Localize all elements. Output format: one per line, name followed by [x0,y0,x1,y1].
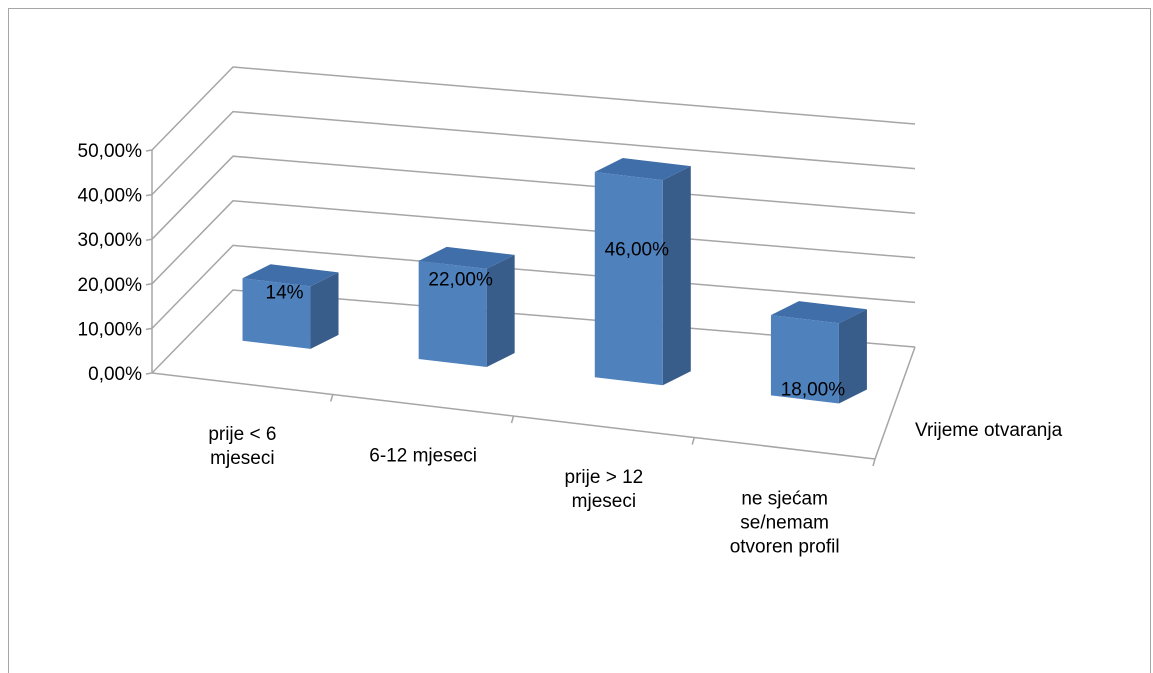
category-label-line: mjeseci [572,491,636,512]
bar [770,301,867,404]
y-tick-label: 10,00% [78,319,143,340]
category-label-line: otvoren profil [730,536,840,557]
bar-top-face [418,246,515,269]
y-tick-mark [145,327,153,331]
category-label-line: prije > 12 [565,467,644,488]
data-labels: 14% 22,00% 46,00% 18,00% [266,239,846,400]
bar-front-face [418,260,487,368]
y-tick-labels: 0,00% 10,00% 20,00% 30,00% 40,00% 50,00% [78,141,143,385]
bar-front-face [242,278,311,349]
floor-right-edge [874,346,916,460]
grid-layer [145,66,916,467]
data-label: 22,00% [428,269,493,290]
bar-top-face [594,158,691,181]
gridline [151,155,916,240]
y-tick-label: 30,00% [78,230,143,251]
x-tick-mark [691,437,695,445]
bar-front-face [594,172,663,386]
x-tick-mark [330,394,334,402]
series-axis-label: Vrijeme otvaranja [915,420,1063,441]
category-label: 6-12 mjeseci [369,445,477,466]
category-label-line: ne sjećam [741,488,828,509]
bar [242,264,339,349]
bar-side-face [310,272,339,349]
bars [242,158,867,404]
gridline [151,110,916,196]
bar-top-face [242,264,339,287]
y-tick-mark [145,283,153,286]
category-label-line: 6-12 mjeseci [369,445,477,466]
category-label: prije < 6 mjeseci [208,424,276,469]
chart-frame [8,8,1151,673]
bar-side-face [838,309,867,404]
category-label-line: prije < 6 [208,424,276,445]
category-label-line: mjeseci [210,448,274,469]
y-tick-label: 0,00% [88,364,142,385]
bar-side-face [662,166,691,386]
data-label: 14% [266,282,304,303]
y-tick-label: 40,00% [78,186,143,207]
data-label: 46,00% [605,239,670,260]
y-tick-mark [145,193,153,197]
bar-side-face [486,254,515,368]
category-label-line: se/nemam [740,512,829,533]
bar-front-face [770,315,839,404]
bar [418,246,515,368]
category-label: prije > 12 mjeseci [565,467,644,512]
y-tick-mark [145,149,153,152]
y-tick-label: 50,00% [78,141,143,162]
gridline [151,66,916,151]
category-labels: prije < 6 mjeseci 6-12 mjeseci prije > 12 mj… [208,424,839,558]
y-tick-label: 20,00% [78,275,143,296]
bar-top-face [770,301,867,324]
data-label: 18,00% [781,380,846,401]
bar [594,158,691,386]
x-tick-mark [510,415,515,424]
category-label: ne sjećam se/nemam otvoren profil [730,488,840,557]
x-tick-mark [872,458,876,467]
y-tick-mark [145,238,153,241]
y-tick-mark [145,372,153,375]
